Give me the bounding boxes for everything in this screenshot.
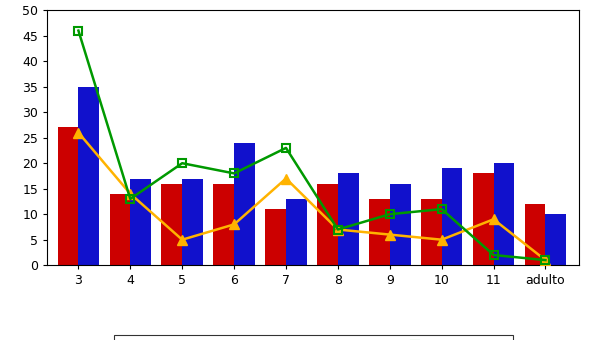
Bar bbox=[234, 143, 255, 265]
Bar bbox=[286, 199, 307, 265]
Bar bbox=[130, 178, 151, 265]
Bar bbox=[545, 214, 566, 265]
Legend: /p/  (tôn. ), /p/( pós-tôn.), d-p(tôn.), d-p( pós-tôn.): /p/ (tôn. ), /p/( pós-tôn.), d-p(tôn.), … bbox=[114, 335, 512, 340]
Bar bbox=[473, 173, 493, 265]
Bar bbox=[182, 178, 203, 265]
Bar bbox=[58, 128, 79, 265]
Bar bbox=[369, 199, 390, 265]
Bar bbox=[79, 87, 99, 265]
Bar bbox=[213, 184, 234, 265]
Bar bbox=[265, 209, 286, 265]
Bar bbox=[525, 204, 545, 265]
Bar bbox=[390, 184, 411, 265]
Bar bbox=[317, 184, 338, 265]
Bar bbox=[441, 168, 462, 265]
Bar bbox=[109, 194, 130, 265]
Bar bbox=[493, 163, 514, 265]
Bar bbox=[421, 199, 441, 265]
Bar bbox=[338, 173, 359, 265]
Bar bbox=[161, 184, 182, 265]
